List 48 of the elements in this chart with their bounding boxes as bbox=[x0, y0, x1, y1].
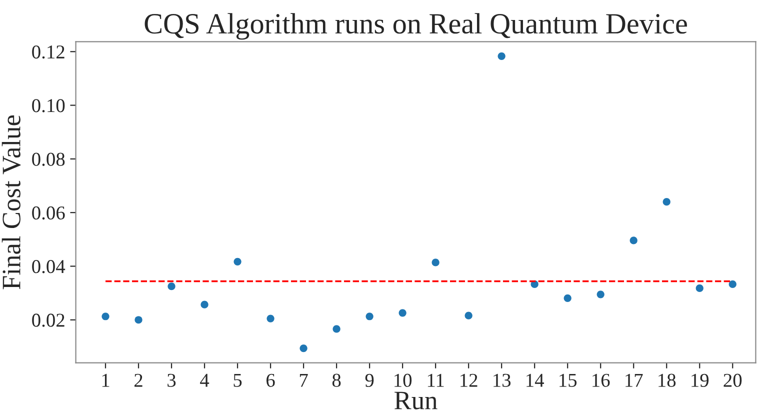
x-tick-label: 7 bbox=[300, 374, 308, 387]
point bbox=[200, 300, 208, 308]
x-tick-label: 1 bbox=[102, 374, 110, 387]
point bbox=[102, 312, 110, 320]
chart-title: CQS Algorithm runs on Real Quantum Device bbox=[144, 13, 687, 40]
point bbox=[266, 314, 274, 322]
x-tick-label: 2 bbox=[134, 374, 142, 387]
point bbox=[366, 312, 374, 320]
x-tick-label: 9 bbox=[365, 374, 374, 387]
x-tick-label: 19 bbox=[692, 374, 709, 387]
y-tick-label: 0.12 bbox=[32, 45, 64, 59]
x-tick-label: 18 bbox=[658, 374, 676, 387]
y-tick-label: 0.10 bbox=[32, 99, 65, 112]
point bbox=[432, 258, 440, 266]
x-tick-label: 3 bbox=[168, 374, 176, 387]
x-tick-label: 20 bbox=[724, 374, 742, 387]
y-tick-label: 0.06 bbox=[32, 206, 65, 220]
point bbox=[234, 258, 242, 266]
point bbox=[696, 284, 704, 292]
y-tick-label: 0.08 bbox=[32, 152, 65, 166]
point bbox=[332, 325, 340, 333]
x-tick-label: 13 bbox=[494, 374, 511, 387]
x-tick-label: 16 bbox=[592, 374, 610, 387]
point bbox=[662, 198, 670, 206]
point bbox=[134, 316, 142, 324]
x-tick-label: 11 bbox=[428, 374, 444, 387]
x-tick-label: 4 bbox=[200, 374, 210, 387]
point bbox=[564, 294, 572, 302]
x-tick-label: 8 bbox=[332, 374, 341, 387]
x-tick-label: 17 bbox=[626, 374, 643, 387]
point bbox=[630, 236, 638, 244]
y-tick-label: 0.04 bbox=[32, 260, 66, 274]
x-tick-label: 15 bbox=[560, 374, 577, 387]
point bbox=[728, 280, 736, 288]
y-axis-title: Final Cost Value bbox=[2, 115, 21, 290]
point bbox=[596, 290, 604, 298]
y-tick-label: 0.02 bbox=[32, 314, 64, 327]
x-tick-label: 6 bbox=[266, 374, 275, 387]
x-tick-label: 5 bbox=[234, 374, 242, 387]
x-tick-label: 14 bbox=[526, 374, 544, 387]
x-tick-label: 10 bbox=[394, 374, 412, 387]
point bbox=[498, 52, 506, 60]
point bbox=[398, 309, 406, 317]
point bbox=[464, 312, 472, 320]
point bbox=[300, 344, 308, 352]
point bbox=[168, 282, 176, 290]
x-axis-title: Run bbox=[394, 392, 438, 410]
x-tick-label: 12 bbox=[460, 374, 478, 387]
